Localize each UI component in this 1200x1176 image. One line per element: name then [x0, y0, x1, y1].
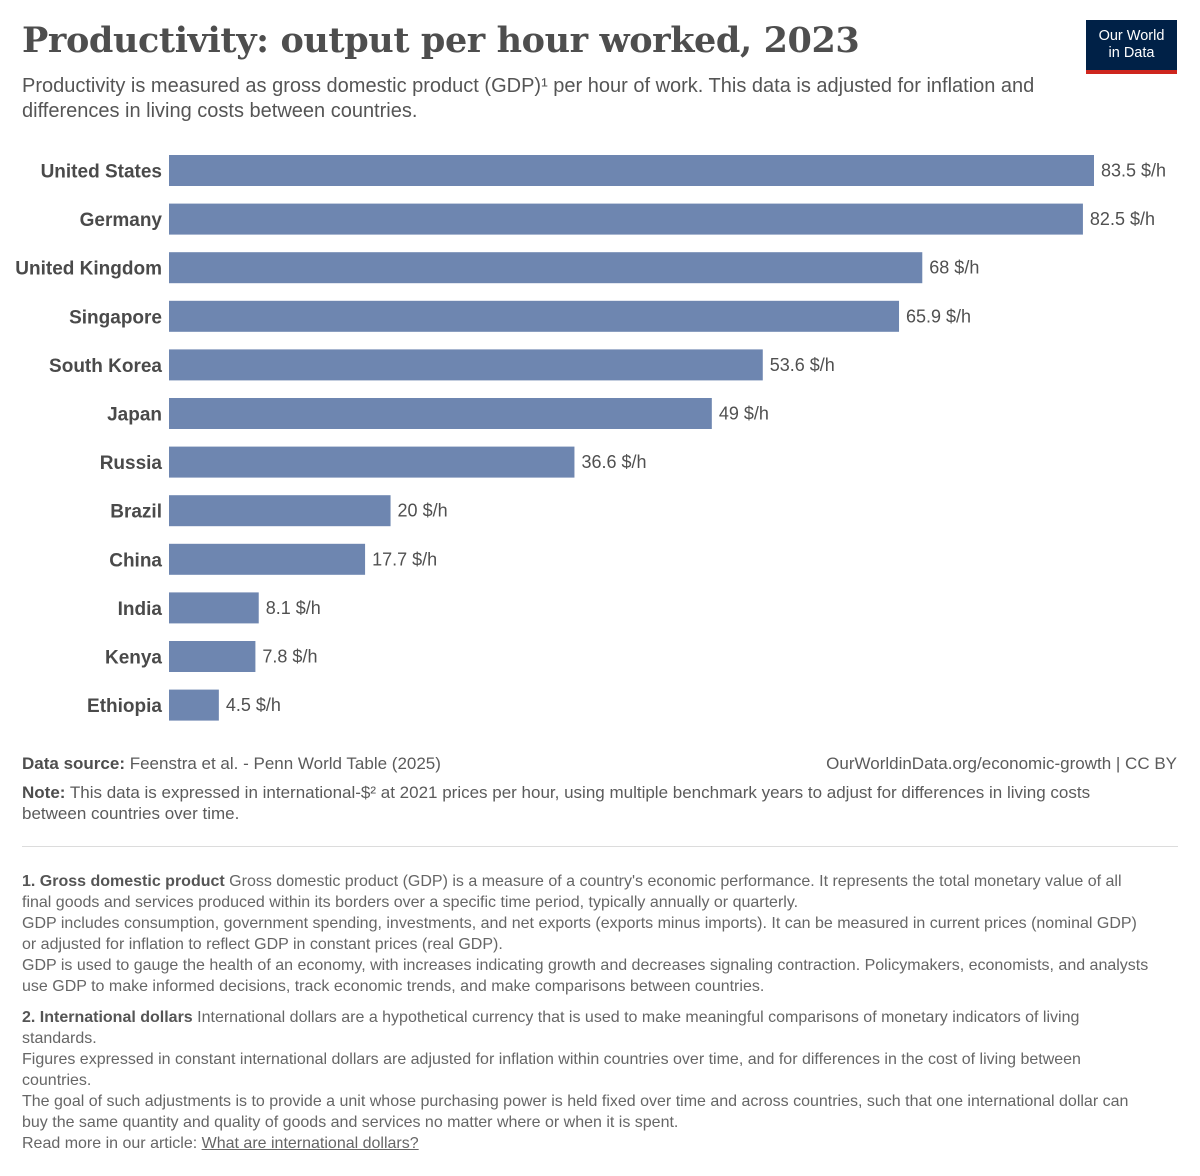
- value-label-china: 17.7 $/h: [372, 549, 437, 569]
- value-label-brazil: 20 $/h: [398, 501, 448, 521]
- bar-south-korea[interactable]: [169, 349, 763, 381]
- note-text: This data is expressed in international-…: [22, 783, 1091, 823]
- value-label-singapore: 65.9 $/h: [906, 306, 971, 326]
- read-more-link[interactable]: What are international dollars?: [201, 1135, 419, 1152]
- owid-logo[interactable]: Our World in Data: [1086, 20, 1177, 74]
- value-label-russia: 36.6 $/h: [581, 452, 646, 472]
- category-label-japan: Japan: [107, 405, 162, 426]
- category-label-united-states: United States: [41, 162, 162, 183]
- value-label-united-kingdom: 68 $/h: [929, 258, 979, 278]
- category-label-united-kingdom: United Kingdom: [15, 259, 162, 280]
- category-label-kenya: Kenya: [105, 648, 162, 669]
- footnote-intl-p3: The goal of such adjustments is to provi…: [22, 1093, 1129, 1131]
- chart-note: Note: This data is expressed in internat…: [22, 782, 1152, 824]
- bar-india[interactable]: [169, 592, 259, 624]
- bar-germany[interactable]: [169, 203, 1083, 235]
- footnote-gdp-title: 1. Gross domestic product: [22, 873, 225, 890]
- footnote-gdp-p2: GDP includes consumption, government spe…: [22, 915, 1137, 953]
- value-label-india: 8.1 $/h: [266, 598, 321, 618]
- category-label-germany: Germany: [80, 210, 163, 231]
- footnote-intl-p2: Figures expressed in constant internatio…: [22, 1051, 1081, 1089]
- bar-russia[interactable]: [169, 446, 575, 478]
- value-label-germany: 82.5 $/h: [1090, 209, 1155, 229]
- data-source-text[interactable]: Feenstra et al. - Penn World Table (2025…: [129, 754, 441, 773]
- read-more: Read more in our article: What are inter…: [22, 1133, 1152, 1154]
- logo-line-2: in Data: [1108, 45, 1155, 61]
- value-label-japan: 49 $/h: [719, 404, 769, 424]
- bar-brazil[interactable]: [169, 495, 391, 527]
- read-more-text: Read more in our article:: [22, 1135, 198, 1152]
- bar-kenya[interactable]: [169, 641, 256, 672]
- bar-japan[interactable]: [169, 398, 712, 429]
- bar-ethiopia[interactable]: [169, 689, 219, 721]
- chart-subtitle: Productivity is measured as gross domest…: [22, 75, 1035, 122]
- footnote-intl-title: 2. International dollars: [22, 1009, 193, 1026]
- footnote-gdp-p1-text: Gross domestic product (GDP) is a measur…: [22, 873, 1122, 911]
- value-label-ethiopia: 4.5 $/h: [226, 695, 281, 715]
- footnote-intl-p1-text: International dollars are a hypothetical…: [22, 1009, 1080, 1047]
- bar-china[interactable]: [169, 543, 366, 575]
- footnote-gdp-p3: GDP is used to gauge the health of an ec…: [22, 957, 1149, 995]
- footnote-international-dollars: 2. International dollars International d…: [22, 1007, 1152, 1154]
- value-label-united-states: 83.5 $/h: [1101, 161, 1166, 181]
- chart-title: Productivity: output per hour worked, 20…: [22, 20, 860, 61]
- bar-united-states[interactable]: [169, 155, 1094, 186]
- category-label-singapore: Singapore: [69, 307, 162, 328]
- footer-divider: [22, 846, 1178, 847]
- category-label-brazil: Brazil: [110, 502, 162, 523]
- value-label-south-korea: 53.6 $/h: [770, 355, 835, 375]
- source-url[interactable]: OurWorldinData.org/economic-growth | CC …: [826, 754, 1177, 773]
- logo-line-1: Our World: [1098, 28, 1165, 44]
- data-source-label: Data source:: [22, 754, 125, 773]
- data-source: Data source: Feenstra et al. - Penn Worl…: [22, 753, 441, 774]
- category-label-russia: Russia: [100, 453, 163, 474]
- footnote-gdp-p1: 1. Gross domestic product Gross domestic…: [22, 871, 1152, 913]
- value-label-kenya: 7.8 $/h: [262, 647, 317, 667]
- category-label-ethiopia: Ethiopia: [87, 696, 162, 717]
- footnote-gdp: 1. Gross domestic product Gross domestic…: [22, 871, 1152, 997]
- note-label: Note:: [22, 783, 66, 802]
- category-label-china: China: [109, 550, 162, 571]
- bar-united-kingdom[interactable]: [169, 252, 923, 284]
- bar-chart: United States 83.5 $/h Germany 82.5 $/h Unit…: [15, 155, 1166, 721]
- footnote-intl-p1: 2. International dollars International d…: [22, 1007, 1152, 1049]
- category-label-india: India: [118, 599, 163, 620]
- bar-singapore[interactable]: [169, 300, 900, 332]
- category-label-south-korea: South Korea: [49, 356, 162, 377]
